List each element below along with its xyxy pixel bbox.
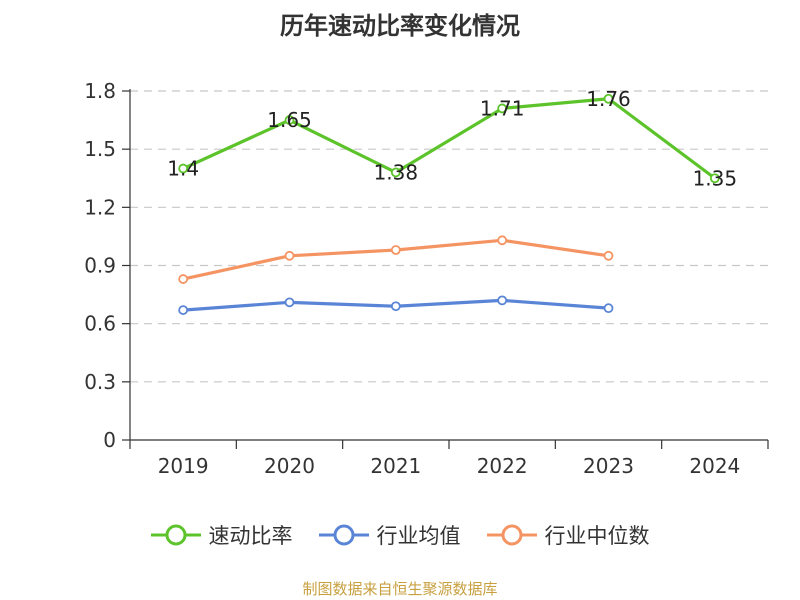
legend-swatch-industry-mean (318, 524, 369, 546)
data-point[interactable] (178, 305, 189, 315)
chart-title: 历年速动比率变化情况 (280, 12, 520, 40)
axes: 0 0.3 0.6 0.9 1.2 1.5 1.8 2019 2020 2021 2022 2023 2… (84, 79, 769, 478)
x-tick-label: 2022 (477, 454, 528, 478)
data-label: 1.65 (267, 108, 312, 132)
x-tick-label: 2021 (370, 454, 421, 478)
series-line (182, 97, 716, 180)
data-label: 1.35 (693, 166, 738, 190)
legend-item-quick-ratio[interactable]: 速动比率 (150, 520, 293, 550)
data-point[interactable] (497, 295, 508, 306)
legend: 速动比率 行业均值 行业中位数 (0, 520, 800, 550)
legend-label-quick-ratio: 速动比率 (208, 524, 293, 548)
data-point[interactable] (497, 103, 508, 114)
y-tick-label: 0.9 (84, 254, 116, 278)
data-point[interactable] (603, 250, 614, 261)
data-label: 1.4 (167, 157, 199, 181)
legend-label-industry-median: 行业中位数 (544, 524, 650, 548)
grid-lines (130, 90, 768, 383)
data-point[interactable] (284, 297, 295, 308)
legend-swatch-industry-median (486, 524, 537, 546)
data-point[interactable] (603, 303, 614, 314)
data-point[interactable] (497, 235, 508, 246)
y-tick-label: 0.3 (84, 370, 116, 394)
x-tick-label: 2020 (264, 454, 315, 478)
data-label: 1.38 (374, 160, 419, 184)
data-labels: 1.4 1.65 1.38 1.71 1.76 1.35 (167, 87, 737, 190)
series-group (178, 93, 720, 315)
source-note: 制图数据来自恒生聚源数据库 (302, 580, 498, 598)
legend-item-industry-median[interactable]: 行业中位数 (486, 520, 650, 550)
legend-item-industry-mean[interactable]: 行业均值 (318, 520, 461, 550)
data-label: 1.71 (480, 96, 525, 120)
x-tick-label: 2019 (158, 454, 209, 478)
x-tick-label: 2023 (583, 454, 634, 478)
data-point[interactable] (284, 115, 295, 125)
y-tick-label: 1.8 (84, 79, 116, 103)
legend-swatch-quick-ratio (150, 524, 201, 546)
data-point[interactable] (390, 245, 401, 255)
data-point[interactable] (603, 93, 614, 104)
x-tick-label: 2024 (689, 454, 740, 478)
data-point[interactable] (284, 250, 295, 261)
data-point[interactable] (390, 301, 401, 312)
data-label: 1.76 (586, 87, 631, 111)
data-point[interactable] (390, 167, 401, 178)
data-point[interactable] (178, 163, 189, 174)
data-point[interactable] (709, 173, 720, 184)
y-tick-label: 1.5 (84, 137, 116, 161)
y-tick-label: 0 (103, 428, 116, 452)
y-tick-label: 0.6 (84, 312, 116, 336)
legend-label-industry-mean: 行业均值 (376, 524, 461, 548)
y-tick-label: 1.2 (84, 195, 116, 219)
data-point[interactable] (178, 274, 189, 284)
